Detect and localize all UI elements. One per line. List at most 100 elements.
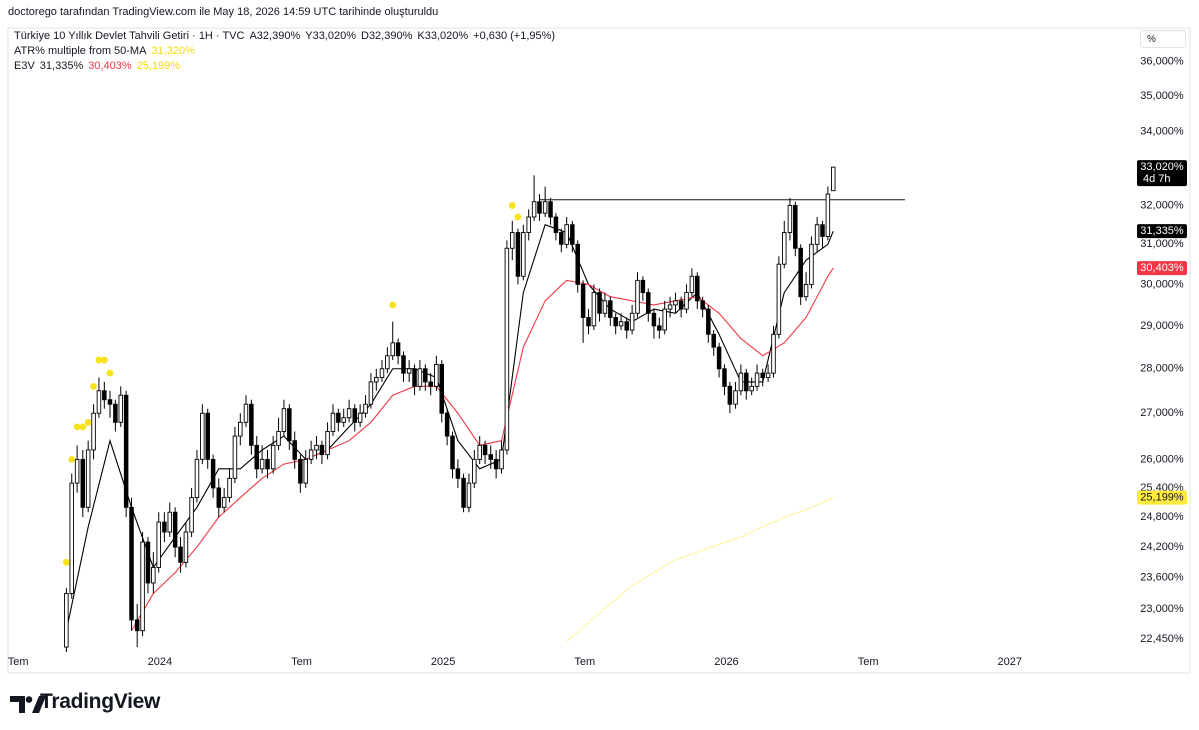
indicator-value: 31,320% [151,45,195,57]
ohlc: A32,390% [249,30,301,42]
candle-body [276,431,281,446]
candle-body [259,458,265,470]
candle-body [455,468,461,479]
candle-body [325,431,330,456]
candle-body [733,390,738,405]
y-tick-label: 28,000% [1140,363,1184,375]
candle-body [243,403,249,423]
candle-body [657,325,662,331]
candle-body [254,444,259,470]
axes: 36,000%35,000%34,000%33,000%32,000%31,00… [8,55,1187,668]
signal-dot [84,418,92,426]
candle-body [662,308,667,331]
candle-body [749,385,754,392]
candle-body [570,224,575,245]
candle-body [80,458,86,508]
candle-body [575,243,580,285]
legend-main: Türkiye 10 Yıllık Devlet Tahvili Getiri … [14,30,555,42]
candle-body [346,408,352,419]
candle-body [450,435,455,470]
y-tick-label: 23,600% [1140,572,1184,584]
candle-body [205,412,210,460]
brand: TradingView [40,690,161,713]
candle-body [69,482,74,594]
indicator-value: 25,199% [136,60,181,72]
price-label-box [1137,224,1187,239]
candle-body [319,444,325,456]
legend-e3v: E3V 31,335% 30,403% 25,199% [14,60,180,72]
indicator-line [65,224,834,631]
candle-body [640,279,646,294]
candle-body [167,511,173,533]
candle-body [586,317,591,327]
candle-body [793,205,798,249]
candle-body [352,408,358,423]
signal-dot [90,382,97,390]
y-tick-label: 22,450% [1140,633,1184,645]
candle-body [232,435,238,479]
countdown: 4d 7h [1143,173,1171,185]
candle-body [629,312,635,331]
y-tick-label: 32,000% [1140,199,1184,211]
candle-body [482,444,488,456]
candle-body [689,275,695,294]
indicator-value: 31,335% [39,60,84,72]
candle-body [379,368,385,378]
candle-body [678,300,684,310]
candle-body [374,377,379,383]
candle-body [537,201,542,214]
candle-body [227,477,232,499]
percent-button[interactable]: % [1140,30,1186,48]
candle-body [113,403,118,423]
candle-body [270,444,276,470]
candle-body [624,321,629,331]
candle-body [765,372,771,378]
candle-body [341,417,346,423]
candle-body [194,458,200,499]
candle-body [64,592,69,648]
signal-dot [79,423,87,431]
y-tick-label: 36,000% [1140,55,1184,67]
candle-body [308,449,314,460]
candle-body [635,279,640,314]
candle-body [700,300,705,310]
candle-body [722,368,727,387]
y-tick-label: 30,000% [1140,278,1184,290]
candle-body [118,394,124,423]
candle-body [156,521,161,568]
signal-dot [514,213,522,221]
candle-body [477,444,482,460]
candle-body [221,497,227,508]
y-tick-label: 31,000% [1140,238,1184,250]
signal-dot [389,301,397,309]
candle-body [428,381,433,387]
candle-body [776,263,782,335]
candle-body [472,458,477,484]
candle-body [510,232,515,249]
candle-body [504,247,510,451]
candle-body [363,403,368,414]
candle-body [695,275,700,302]
ohlc: K33,020% [417,30,469,42]
candle-body [673,300,678,306]
candle-body [798,247,803,298]
y-tick-label: 24,200% [1140,541,1184,553]
candle-body [281,408,287,432]
x-tick-label: 2027 [998,656,1022,668]
candle-body [564,224,569,245]
candle-body [542,201,548,214]
candle-body [74,458,80,484]
candle-body [265,458,270,470]
candle-body [499,449,504,470]
signal-dot [68,455,76,463]
candle-body [107,399,113,405]
candle-body [423,368,428,383]
candle-body [314,444,319,451]
candle-body [336,412,341,423]
candle-body [613,317,618,327]
y-tick-label: 23,000% [1140,603,1184,615]
indicator-name: E3V [14,60,35,72]
candle-body [439,363,444,414]
candle-body [706,308,711,335]
